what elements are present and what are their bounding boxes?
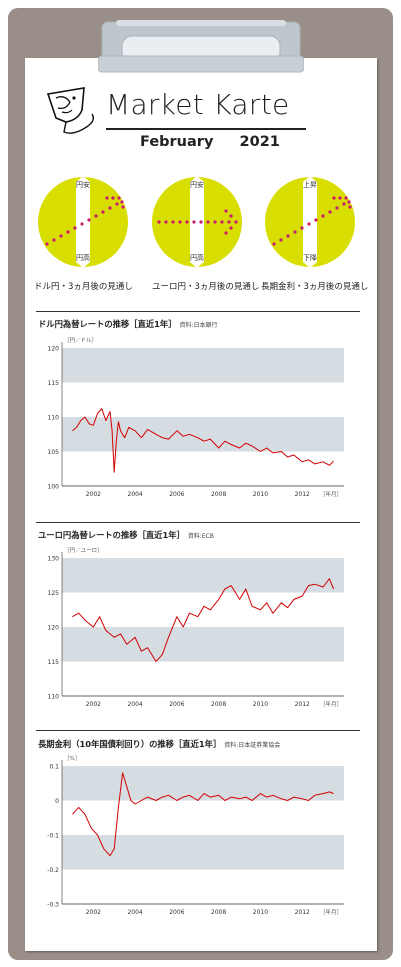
y-axis-label: ［円／ユーロ］	[64, 547, 103, 554]
clip-icon	[98, 20, 304, 73]
y-axis-label: ［%］	[64, 755, 80, 762]
subtitle-year: 2021	[239, 134, 280, 150]
chart-title-jgb: 長期金利（10年国債利回り）の推移［直近1年］ 資料:日本証券業協会	[38, 739, 281, 749]
x-tick-label: 2008	[211, 491, 226, 498]
chart-band	[62, 417, 344, 452]
chart-band	[62, 348, 344, 383]
x-axis-label: ［年月］	[320, 700, 342, 708]
x-tick-label: 2010	[253, 701, 268, 708]
y-tick-label: 105	[48, 449, 60, 456]
chart-eurjpy: 110 115 120 125 130 ［円／ユーロ］ 2002 2004 2006 2008 20…	[48, 547, 344, 708]
outlook-bottom-label: 下降	[303, 253, 317, 262]
x-tick-label: 2006	[169, 701, 184, 708]
x-tick-label: 2006	[169, 909, 184, 916]
y-tick-label: 0	[55, 798, 59, 805]
x-axis-label: ［年月］	[320, 908, 342, 916]
outlook-eurjpy: 円安 円高	[151, 176, 243, 268]
outlook-caption-jgb: 長期金利・3ヵ月後の見通し	[261, 282, 369, 292]
x-tick-label: 2002	[86, 909, 101, 916]
outlook-caption-usdjpy: ドル円・3ヵ月後の見通し	[34, 282, 133, 292]
x-tick-label: 2010	[253, 909, 268, 916]
chart-band	[62, 627, 344, 662]
outlook-caption-eurjpy: ユーロ円・3ヵ月後の見通し	[152, 282, 260, 292]
page-title: Market Karte	[106, 88, 290, 121]
chart-band	[62, 835, 344, 870]
y-tick-label: -0.3	[47, 902, 59, 909]
y-tick-label: 130	[48, 556, 60, 563]
x-tick-label: 2006	[169, 491, 184, 498]
x-tick-label: 2012	[295, 701, 310, 708]
outlook-circle-usdjpy: 円安 円高	[38, 176, 128, 268]
y-tick-label: 120	[48, 625, 60, 632]
x-tick-label: 2008	[211, 701, 226, 708]
outlook-top-label: 円安	[76, 180, 90, 189]
x-tick-label: 2008	[211, 909, 226, 916]
y-tick-label: 125	[48, 590, 60, 597]
title-divider	[106, 128, 306, 130]
chart-divider	[36, 522, 360, 523]
outlook-circle-jgb: 上昇 下降	[265, 176, 355, 268]
x-tick-label: 2002	[86, 491, 101, 498]
y-tick-label: 110	[48, 415, 60, 422]
chart-band	[62, 558, 344, 593]
outlook-top-label: 円安	[190, 180, 204, 189]
outlook-bottom-label: 円高	[190, 253, 204, 262]
face-logo-icon	[46, 87, 95, 134]
y-tick-label: 100	[48, 484, 60, 491]
chart-divider	[36, 730, 360, 731]
x-tick-label: 2004	[127, 701, 142, 708]
y-tick-label: 0.1	[49, 764, 59, 771]
header: Market Karte February 2021	[44, 80, 314, 150]
x-tick-label: 2010	[253, 491, 268, 498]
x-tick-label: 2004	[127, 491, 142, 498]
y-tick-label: 115	[48, 659, 60, 666]
x-tick-label: 2002	[86, 701, 101, 708]
outlook-usdjpy: 円安 円高	[37, 176, 129, 268]
y-tick-label: 115	[48, 380, 60, 387]
series-line	[72, 578, 335, 662]
subtitle-month: February	[140, 134, 214, 150]
outlook-circle-eurjpy: 円安 円高	[152, 176, 242, 268]
x-tick-label: 2012	[295, 909, 310, 916]
x-tick-label: 2004	[127, 909, 142, 916]
page-subtitle: February 2021	[140, 134, 280, 150]
series-line	[72, 772, 334, 857]
y-tick-label: -0.2	[47, 867, 59, 874]
y-tick-label: -0.1	[47, 833, 59, 840]
outlook-top-label: 上昇	[303, 180, 317, 189]
y-tick-label: 110	[48, 694, 60, 701]
series-line	[72, 408, 334, 473]
chart-usdjpy: 100 105 110 115 120 ［円／ドル］ 2002 2004 2006 2008 201…	[48, 337, 344, 498]
x-tick-label: 2012	[295, 491, 310, 498]
chart-jgb: -0.3 -0.2 -0.1 0 0.1 ［%］ 2002 2004 2006 2008 2010 2…	[47, 755, 344, 916]
chart-divider	[36, 311, 360, 312]
y-axis-label: ［円／ドル］	[64, 337, 97, 344]
x-axis-label: ［年月］	[320, 490, 342, 498]
chart-title-eurjpy: ユーロ円為替レートの推移［直近1年］ 資料:ECB	[38, 530, 214, 540]
outlook-bottom-label: 円高	[76, 253, 90, 262]
y-tick-label: 120	[48, 346, 60, 353]
outlook-jgb: 上昇 下降	[264, 176, 356, 268]
chart-title-usdjpy: ドル円為替レートの推移［直近1年］ 資料:日本銀行	[38, 319, 218, 329]
